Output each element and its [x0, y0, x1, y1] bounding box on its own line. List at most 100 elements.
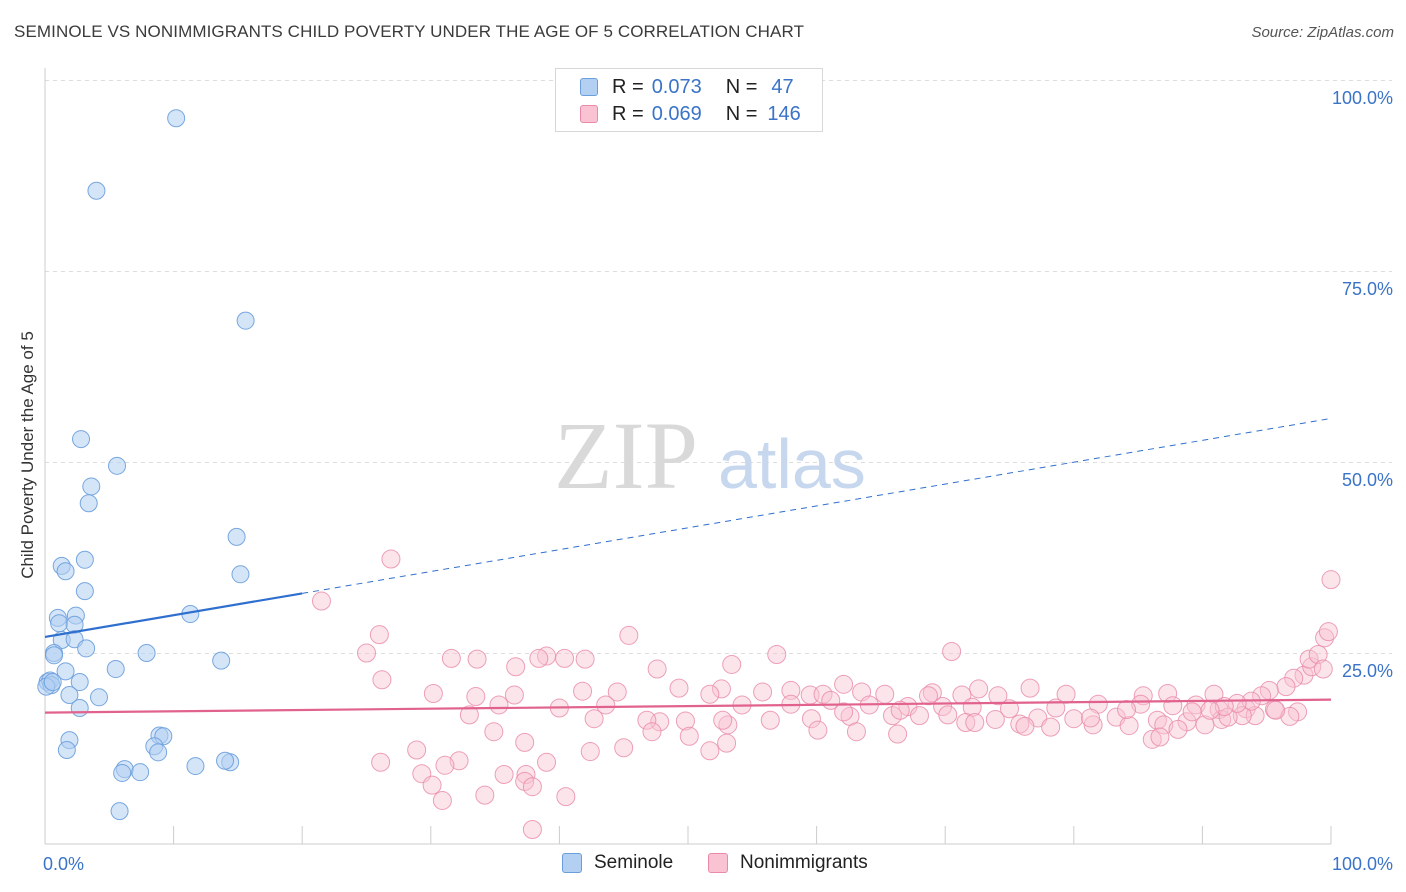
nonimmigrants-point	[311, 591, 331, 611]
nonimmigrants-n-label: N =	[725, 102, 758, 125]
nonimmigrants-point	[584, 709, 604, 729]
watermark-atlas: atlas	[718, 425, 866, 503]
watermark: ZIP atlas	[554, 402, 866, 509]
nonimmigrants-point	[1117, 700, 1137, 720]
nonimmigrants-point	[1227, 693, 1247, 713]
nonimmigrants-point	[1276, 677, 1296, 697]
nonimmigrants-point	[1158, 683, 1178, 703]
seminole-point	[82, 477, 101, 496]
y-tick-label: 25.0%	[1342, 661, 1393, 681]
nonimmigrants-point	[1318, 622, 1338, 642]
nonimmigrants-point	[504, 685, 524, 705]
nonimmigrants-point	[580, 742, 600, 762]
nonimmigrants-r-value: 0.069	[651, 102, 702, 125]
stats-row-seminole: R = 0.073 N = 47	[580, 74, 794, 100]
nonimmigrants-point	[449, 751, 469, 771]
chart-legend: Seminole Nonimmigrants	[0, 852, 1406, 878]
nonimmigrants-point	[1315, 628, 1335, 648]
nonimmigrants-point	[1218, 707, 1238, 727]
nonimmigrants-point	[700, 741, 720, 761]
legend-nonimmigrants-label: Nonimmigrants	[740, 852, 868, 873]
seminole-point	[87, 181, 106, 200]
nonimmigrants-point	[642, 722, 662, 742]
nonimmigrants-point	[938, 705, 958, 725]
nonimmigrants-point	[466, 687, 486, 707]
x-tick-label: 0.0%	[43, 854, 84, 874]
nonimmigrants-point	[875, 684, 895, 704]
seminole-points	[37, 109, 255, 821]
nonimmigrants-point	[1195, 715, 1215, 735]
nonimmigrants-point	[537, 752, 557, 772]
chart-source: Source: ZipAtlas.com	[1251, 24, 1394, 41]
seminole-point	[50, 614, 69, 633]
nonimmigrants-point	[808, 720, 828, 740]
nonimmigrants-point	[596, 695, 616, 715]
seminole-point	[131, 763, 150, 782]
nonimmigrants-point	[647, 659, 667, 679]
seminole-trend-extension	[302, 417, 1332, 594]
nonimmigrants-point	[760, 710, 780, 730]
nonimmigrants-point	[522, 777, 542, 797]
seminole-point	[231, 565, 250, 584]
nonimmigrants-point	[1168, 719, 1188, 739]
nonimmigrants-point	[1142, 729, 1162, 749]
nonimmigrants-point	[1020, 678, 1040, 698]
seminole-point	[56, 662, 75, 681]
nonimmigrants-point	[371, 752, 391, 772]
y-tick-label: 50.0%	[1342, 470, 1393, 490]
nonimmigrants-point	[467, 649, 487, 669]
nonimmigrants-point	[1064, 709, 1084, 729]
nonimmigrants-point	[573, 681, 593, 701]
nonimmigrants-n-value: 146	[767, 102, 801, 125]
seminole-point	[106, 660, 125, 679]
nonimmigrants-point	[1266, 700, 1286, 720]
nonimmigrants-point	[1313, 659, 1333, 679]
nonimmigrants-point	[700, 684, 720, 704]
nonimmigrants-point	[441, 648, 461, 668]
nonimmigrants-point	[1131, 694, 1151, 714]
nonimmigrants-point	[1015, 716, 1035, 736]
nonimmigrants-point	[1204, 684, 1224, 704]
nonimmigrants-point	[1200, 700, 1220, 720]
nonimmigrants-point	[1284, 668, 1304, 688]
nonimmigrants-point	[614, 738, 634, 758]
nonimmigrants-point	[522, 819, 542, 839]
seminole-point	[236, 311, 255, 330]
nonimmigrants-point	[435, 755, 455, 775]
seminole-point	[113, 763, 132, 782]
gridlines	[45, 80, 1392, 654]
nonimmigrants-point	[988, 686, 1008, 706]
nonimmigrants-point	[675, 711, 695, 731]
nonimmigrants-point	[1308, 645, 1328, 665]
seminole-n-label: N =	[725, 75, 758, 98]
nonimmigrants-point	[459, 705, 479, 725]
nonimmigrants-point	[846, 722, 866, 742]
seminole-point	[77, 639, 96, 658]
seminole-r-value: 0.073	[651, 75, 702, 98]
nonimmigrants-point	[801, 709, 821, 729]
seminole-point	[212, 651, 231, 670]
legend-item-nonimmigrants[interactable]: Nonimmigrants	[708, 852, 868, 874]
nonimmigrants-point	[637, 710, 657, 730]
nonimmigrants-swatch	[580, 105, 598, 123]
nonimmigrants-r-label: R =	[612, 102, 644, 125]
seminole-point	[75, 550, 94, 569]
nonimmigrants-point	[1299, 649, 1319, 669]
nonimmigrants-point	[494, 764, 514, 784]
nonimmigrants-point	[753, 682, 773, 702]
nonimmigrants-point	[556, 787, 576, 807]
nonimmigrants-trend-line	[44, 698, 1332, 714]
nonimmigrants-point	[781, 680, 801, 700]
nonimmigrants-point	[619, 625, 639, 645]
nonimmigrants-point	[475, 785, 495, 805]
seminole-point	[45, 646, 64, 665]
nonimmigrants-point	[489, 695, 509, 715]
seminole-point	[137, 644, 156, 662]
seminole-point	[216, 751, 235, 770]
legend-item-seminole[interactable]: Seminole	[562, 852, 673, 874]
legend-nonimmigrants-swatch	[708, 853, 728, 873]
nonimmigrants-point	[484, 722, 504, 742]
seminole-n-value: 47	[771, 75, 794, 98]
nonimmigrants-point	[372, 670, 392, 690]
